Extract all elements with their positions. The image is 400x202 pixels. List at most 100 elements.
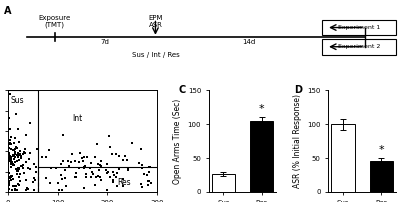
- Point: [80, 166, 87, 170]
- Point: [5, 152, 12, 155]
- Point: [16, 141, 22, 144]
- Text: 14d: 14d: [242, 39, 255, 45]
- Point: [20, 153, 26, 156]
- Point: [11, 153, 17, 156]
- Point: [93, 176, 100, 179]
- Point: [22, 178, 29, 181]
- Point: [15, 152, 21, 155]
- Bar: [370, 161, 393, 192]
- Point: [14, 147, 20, 150]
- Point: [8, 162, 14, 165]
- Point: [9, 188, 16, 191]
- Point: [98, 178, 104, 181]
- Point: [8, 175, 14, 178]
- Point: [72, 176, 78, 179]
- Point: [72, 160, 78, 163]
- Y-axis label: Open Arms Time (Sec): Open Arms Time (Sec): [173, 98, 182, 184]
- Point: [14, 169, 20, 173]
- Point: [12, 136, 18, 139]
- Point: [6, 127, 13, 130]
- Point: [63, 184, 70, 188]
- Point: [14, 169, 21, 172]
- Point: [107, 146, 113, 149]
- Point: [80, 159, 86, 163]
- Point: [5, 147, 12, 150]
- Text: *: *: [259, 104, 264, 114]
- Point: [6, 152, 12, 156]
- Point: [34, 147, 40, 151]
- Point: [14, 153, 20, 156]
- Point: [27, 151, 33, 154]
- Point: [6, 156, 12, 160]
- Point: [8, 159, 14, 162]
- Point: [104, 171, 110, 174]
- Point: [138, 182, 145, 185]
- Text: A: A: [4, 6, 12, 16]
- Point: [10, 153, 16, 156]
- Point: [105, 134, 112, 137]
- Point: [68, 152, 75, 155]
- Point: [13, 188, 20, 191]
- Point: [104, 162, 110, 165]
- Point: [5, 157, 12, 160]
- Point: [82, 164, 88, 167]
- Point: [25, 166, 32, 169]
- Text: Int: Int: [72, 114, 83, 123]
- Point: [16, 153, 22, 156]
- Point: [12, 147, 18, 150]
- Point: [18, 157, 24, 160]
- Point: [16, 166, 22, 169]
- Point: [10, 177, 17, 181]
- Point: [6, 141, 13, 144]
- Point: [125, 168, 131, 171]
- Point: [5, 178, 12, 182]
- Point: [146, 180, 152, 183]
- Point: [17, 153, 23, 156]
- Point: [21, 151, 28, 155]
- Point: [145, 183, 151, 187]
- Point: [97, 163, 104, 167]
- Text: C: C: [178, 85, 186, 95]
- Point: [116, 167, 122, 170]
- Point: [5, 168, 11, 171]
- Point: [24, 186, 30, 189]
- Point: [90, 172, 96, 175]
- Point: [105, 170, 111, 174]
- Point: [76, 160, 82, 164]
- Point: [10, 178, 16, 181]
- Point: [120, 159, 126, 162]
- FancyBboxPatch shape: [322, 39, 396, 55]
- Point: [17, 150, 23, 153]
- Point: [95, 162, 102, 165]
- Point: [146, 171, 152, 174]
- Point: [15, 183, 22, 186]
- Point: [16, 158, 22, 162]
- Point: [33, 166, 39, 169]
- Point: [79, 156, 85, 159]
- Point: [88, 176, 94, 179]
- Point: [145, 180, 152, 183]
- Point: [9, 161, 15, 164]
- Point: [81, 166, 87, 169]
- Bar: [212, 174, 235, 192]
- Point: [20, 166, 26, 169]
- Point: [26, 157, 32, 160]
- Point: [10, 163, 16, 166]
- Point: [148, 181, 154, 184]
- Point: [138, 166, 145, 169]
- Point: [58, 174, 64, 177]
- Point: [111, 174, 118, 177]
- Point: [27, 168, 34, 171]
- Point: [5, 151, 12, 154]
- Text: Sus / Int / Res: Sus / Int / Res: [132, 52, 179, 58]
- Point: [5, 144, 11, 147]
- Point: [30, 180, 36, 183]
- Point: [17, 152, 23, 156]
- Point: [13, 159, 20, 162]
- Point: [122, 154, 128, 157]
- Point: [104, 188, 110, 191]
- Point: [8, 157, 14, 160]
- Point: [5, 162, 12, 165]
- Point: [14, 167, 21, 170]
- Point: [84, 155, 90, 158]
